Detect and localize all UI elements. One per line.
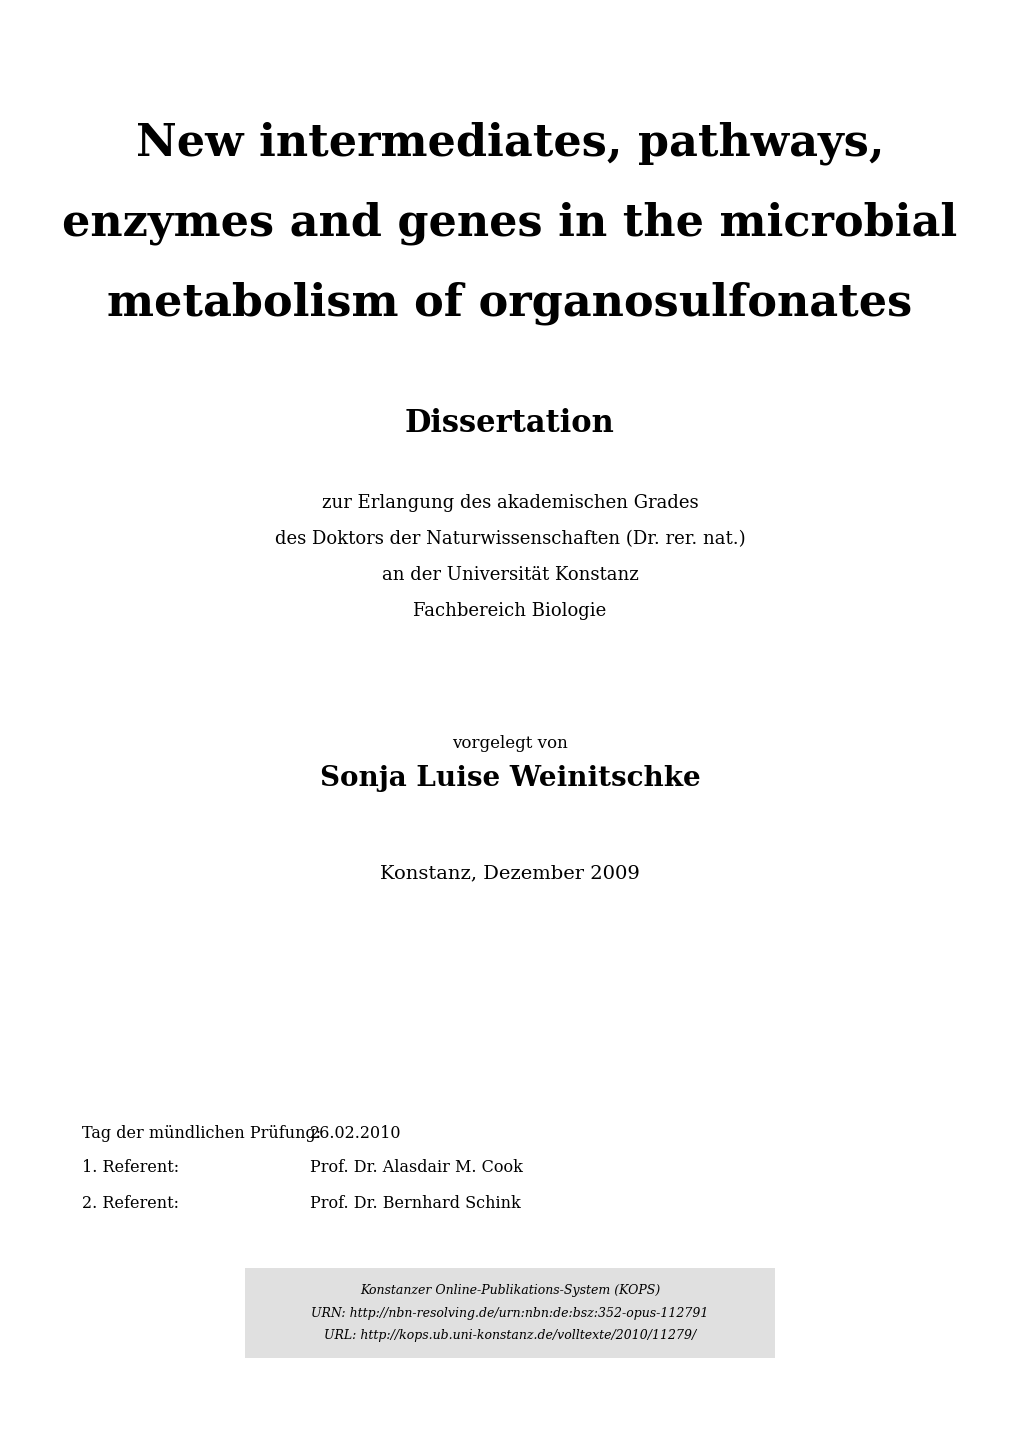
- Text: enzymes and genes in the microbial: enzymes and genes in the microbial: [62, 201, 957, 245]
- Text: Tag der mündlichen Prüfung:: Tag der mündlichen Prüfung:: [82, 1124, 321, 1141]
- Text: Prof. Dr. Alasdair M. Cook: Prof. Dr. Alasdair M. Cook: [310, 1160, 523, 1176]
- Text: zur Erlangung des akademischen Grades: zur Erlangung des akademischen Grades: [321, 494, 698, 512]
- Text: Konstanz, Dezember 2009: Konstanz, Dezember 2009: [380, 864, 639, 882]
- Text: vorgelegt von: vorgelegt von: [451, 734, 568, 752]
- Text: Prof. Dr. Bernhard Schink: Prof. Dr. Bernhard Schink: [310, 1195, 521, 1212]
- Text: 1. Referent:: 1. Referent:: [82, 1160, 179, 1176]
- Text: New intermediates, pathways,: New intermediates, pathways,: [136, 121, 883, 165]
- Text: Dissertation: Dissertation: [405, 407, 614, 439]
- Text: URN: http://nbn-resolving.de/urn:nbn:de:bsz:352-opus-112791: URN: http://nbn-resolving.de/urn:nbn:de:…: [311, 1306, 708, 1319]
- Text: Fachbereich Biologie: Fachbereich Biologie: [413, 602, 606, 620]
- Text: 2. Referent:: 2. Referent:: [82, 1195, 178, 1212]
- Text: URL: http://kops.ub.uni-konstanz.de/volltexte/2010/11279/: URL: http://kops.ub.uni-konstanz.de/voll…: [324, 1329, 695, 1342]
- Text: Konstanzer Online-Publikations-System (KOPS): Konstanzer Online-Publikations-System (K…: [360, 1284, 659, 1297]
- Text: Sonja Luise Weinitschke: Sonja Luise Weinitschke: [319, 765, 700, 792]
- Text: des Doktors der Naturwissenschaften (Dr. rer. nat.): des Doktors der Naturwissenschaften (Dr.…: [274, 530, 745, 548]
- Text: an der Universität Konstanz: an der Universität Konstanz: [381, 566, 638, 584]
- Text: 26.02.2010: 26.02.2010: [310, 1124, 401, 1141]
- Text: metabolism of organosulfonates: metabolism of organosulfonates: [107, 281, 912, 325]
